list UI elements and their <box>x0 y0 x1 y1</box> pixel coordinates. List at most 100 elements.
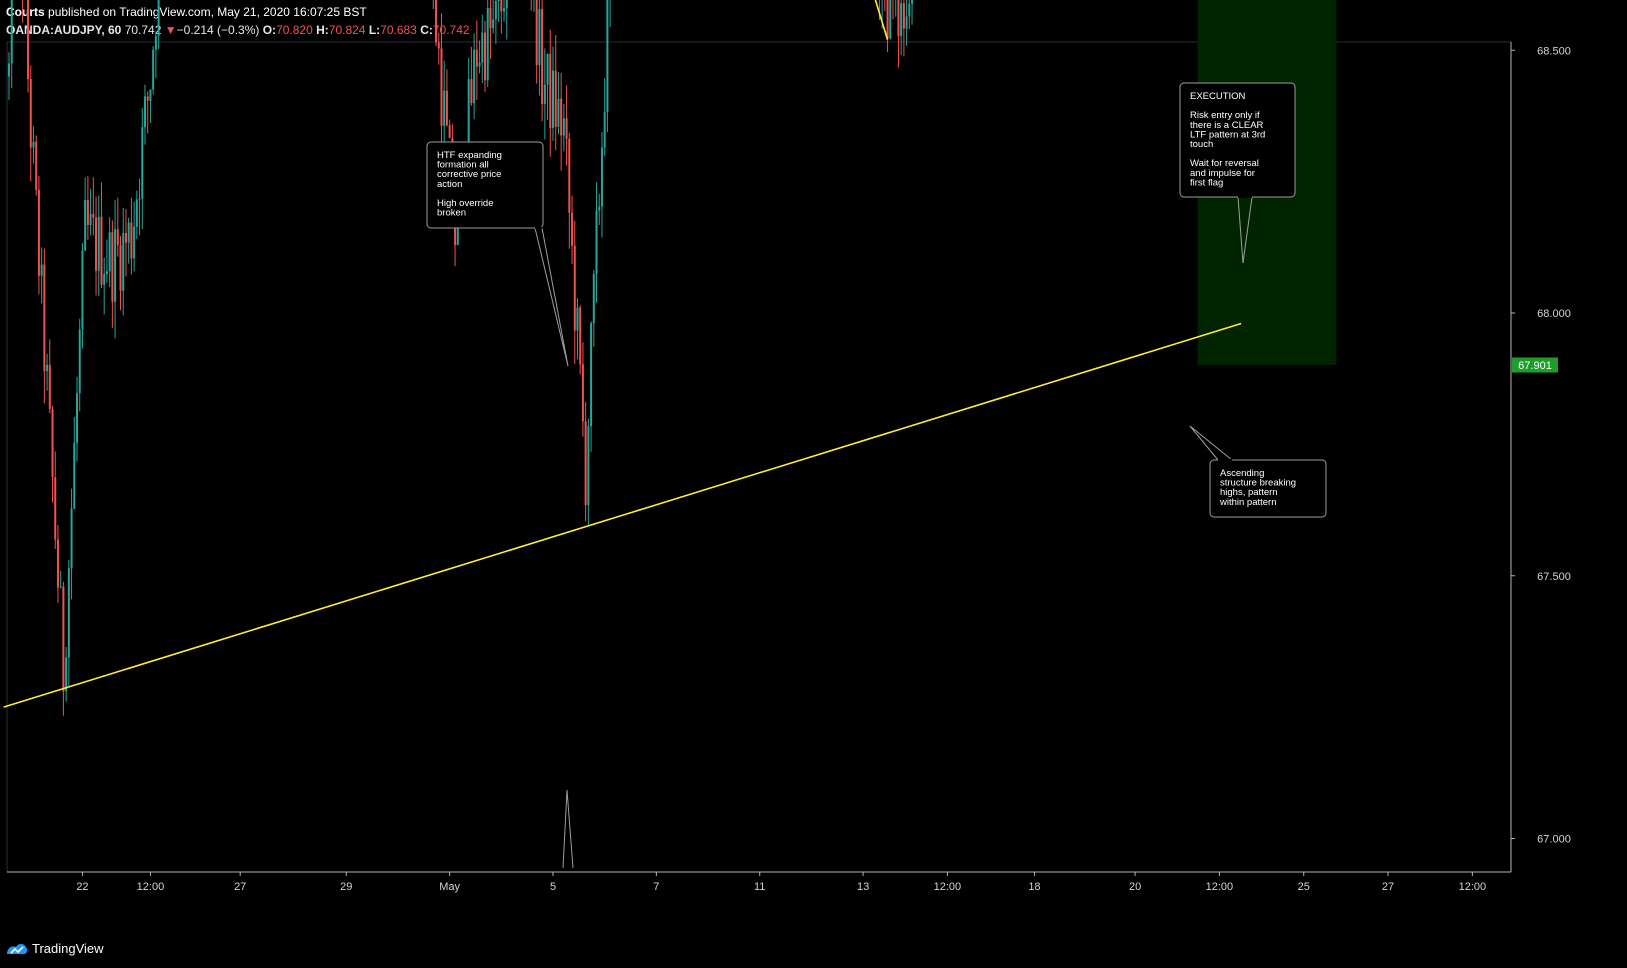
candle[interactable] <box>549 29 552 157</box>
candle[interactable] <box>900 0 903 56</box>
candle[interactable] <box>587 418 590 525</box>
candle[interactable] <box>8 52 10 100</box>
candle[interactable] <box>154 31 157 78</box>
candle[interactable] <box>141 108 144 230</box>
candle[interactable] <box>67 560 70 687</box>
candle[interactable] <box>600 131 603 238</box>
candle[interactable] <box>84 177 87 252</box>
candle[interactable] <box>568 132 571 249</box>
candle[interactable] <box>538 0 541 96</box>
candle[interactable] <box>127 217 130 264</box>
candle[interactable] <box>152 46 155 95</box>
candle[interactable] <box>97 195 100 297</box>
candle[interactable] <box>130 197 133 275</box>
candle[interactable] <box>560 72 563 171</box>
candle[interactable] <box>573 220 576 364</box>
candle[interactable] <box>878 0 880 20</box>
candle[interactable] <box>481 14 484 84</box>
candle[interactable] <box>73 417 76 510</box>
candle[interactable] <box>440 13 443 145</box>
candle[interactable] <box>54 451 57 549</box>
candle[interactable] <box>157 0 160 50</box>
candle[interactable] <box>448 119 451 139</box>
candle[interactable] <box>475 20 478 100</box>
candle[interactable] <box>114 200 117 339</box>
x-axis[interactable]: 22 12:00 27 29 May 5 7 11 13 12:00 18 20 12:00 25 27 12… <box>7 871 1511 893</box>
candle[interactable] <box>146 91 149 134</box>
candle[interactable] <box>546 53 549 120</box>
candle[interactable] <box>892 0 894 20</box>
candle[interactable] <box>51 405 54 503</box>
candle[interactable] <box>552 46 554 141</box>
candle[interactable] <box>48 339 51 414</box>
candle[interactable] <box>503 0 506 22</box>
candle[interactable] <box>530 0 532 11</box>
candle[interactable] <box>70 488 73 600</box>
candle[interactable] <box>76 376 78 462</box>
trendline-lower-channel[interactable] <box>3 322 1242 708</box>
candle[interactable] <box>78 318 81 412</box>
candle[interactable] <box>437 33 440 65</box>
candle[interactable] <box>595 182 598 303</box>
candle[interactable] <box>35 135 38 196</box>
candle[interactable] <box>95 196 98 296</box>
candle[interactable] <box>584 401 587 522</box>
candle[interactable] <box>116 197 119 257</box>
candle[interactable] <box>905 0 908 46</box>
candle[interactable] <box>32 126 35 164</box>
candle[interactable] <box>473 33 476 120</box>
candle[interactable] <box>902 0 905 57</box>
candle[interactable] <box>535 0 538 84</box>
candle[interactable] <box>108 217 111 288</box>
candle[interactable] <box>606 0 609 133</box>
candle[interactable] <box>571 195 574 264</box>
candle[interactable] <box>554 35 557 151</box>
candle[interactable] <box>105 239 108 283</box>
candle[interactable] <box>505 0 508 40</box>
candle[interactable] <box>119 235 122 311</box>
candle[interactable] <box>533 0 535 13</box>
candle[interactable] <box>111 220 114 328</box>
footer-brand[interactable]: TradingView <box>6 941 104 956</box>
candle[interactable] <box>56 524 59 603</box>
candle[interactable] <box>10 0 13 89</box>
candle[interactable] <box>562 103 565 152</box>
price-tag-target[interactable]: 67.901 <box>1512 357 1558 373</box>
candle[interactable] <box>100 182 103 288</box>
candle[interactable] <box>881 0 883 29</box>
candle[interactable] <box>494 0 497 44</box>
candle[interactable] <box>609 0 611 28</box>
candle[interactable] <box>541 0 544 122</box>
candle[interactable] <box>92 177 95 236</box>
candle[interactable] <box>37 175 40 295</box>
candle[interactable] <box>432 0 434 10</box>
candle[interactable] <box>895 0 897 17</box>
y-axis[interactable]: 73.00072.50072.00071.50071.00070.50070.0… <box>1510 0 1571 872</box>
candle[interactable] <box>144 84 146 145</box>
candle[interactable] <box>557 71 560 135</box>
candle[interactable] <box>86 176 89 240</box>
candle[interactable] <box>135 190 138 239</box>
candle[interactable] <box>149 89 152 124</box>
candle[interactable] <box>897 0 900 68</box>
candle[interactable] <box>500 0 503 34</box>
candle[interactable] <box>889 0 892 40</box>
candle[interactable] <box>27 0 30 93</box>
candle[interactable] <box>43 248 46 404</box>
candle[interactable] <box>62 581 65 716</box>
candle[interactable] <box>576 298 579 360</box>
candle[interactable] <box>478 40 481 74</box>
candle[interactable] <box>470 46 473 106</box>
candle[interactable] <box>133 201 136 272</box>
candle[interactable] <box>492 0 495 34</box>
candle[interactable] <box>40 247 43 304</box>
candle[interactable] <box>122 207 125 316</box>
candle[interactable] <box>46 353 49 391</box>
candle[interactable] <box>908 0 911 30</box>
candle[interactable] <box>579 305 582 375</box>
candle[interactable] <box>886 0 889 53</box>
candle[interactable] <box>138 178 141 236</box>
candle[interactable] <box>435 0 438 47</box>
